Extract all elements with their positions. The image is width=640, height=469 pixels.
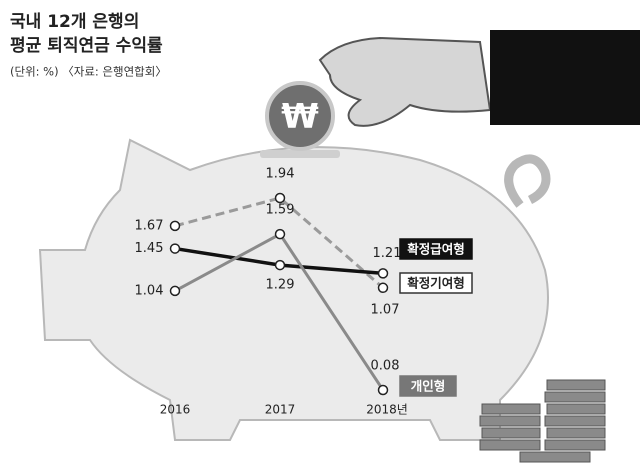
illustration: ₩ <box>38 30 640 463</box>
point <box>274 228 286 240</box>
legend-box <box>399 272 473 294</box>
data-label: 1.59 <box>266 203 295 218</box>
subtitle: (단위: %) 〈자료: 은행연합회〉 <box>10 65 167 79</box>
data-label: 0.08 <box>371 359 400 374</box>
title-line: 평균 퇴직연금 수익률 <box>10 36 163 56</box>
x-tick-label: 2016 <box>160 403 191 417</box>
plot: 2016 2017 2018년 1.67 1.94 1.07 확정기여형 1.45 1.29 1.… <box>135 167 473 417</box>
piggy-body <box>38 138 549 441</box>
coin-slot <box>260 150 340 158</box>
point <box>169 243 181 254</box>
point <box>169 220 181 232</box>
title-line: 국내 12개 은행의 <box>10 12 139 32</box>
line <box>174 196 384 289</box>
point <box>377 282 389 294</box>
point <box>377 384 389 396</box>
legend-label: 개인형 <box>411 379 446 394</box>
legend-box <box>399 238 473 260</box>
point <box>274 259 286 271</box>
legend-label: 확정기여형 <box>407 276 465 291</box>
x-tick-label: 2018년 <box>366 403 408 417</box>
data-label: 1.29 <box>266 278 295 293</box>
point <box>169 285 181 297</box>
coin-symbol: ₩ <box>281 97 319 137</box>
data-label: 1.94 <box>266 167 295 182</box>
data-label: 1.21 <box>373 246 402 261</box>
data-label: 1.04 <box>135 283 164 298</box>
sleeve <box>490 30 640 125</box>
data-label: 1.07 <box>371 302 400 317</box>
legend-box <box>399 375 457 397</box>
data-label: 1.67 <box>135 218 164 233</box>
data-label: 1.45 <box>135 241 164 256</box>
hand <box>318 36 492 127</box>
coin <box>265 81 335 151</box>
coin-stacks <box>479 379 606 463</box>
point <box>377 268 389 279</box>
point <box>274 192 286 204</box>
piggy-tail <box>504 154 551 208</box>
x-tick-label: 2017 <box>265 403 296 417</box>
legend-label: 확정급여형 <box>407 242 465 257</box>
